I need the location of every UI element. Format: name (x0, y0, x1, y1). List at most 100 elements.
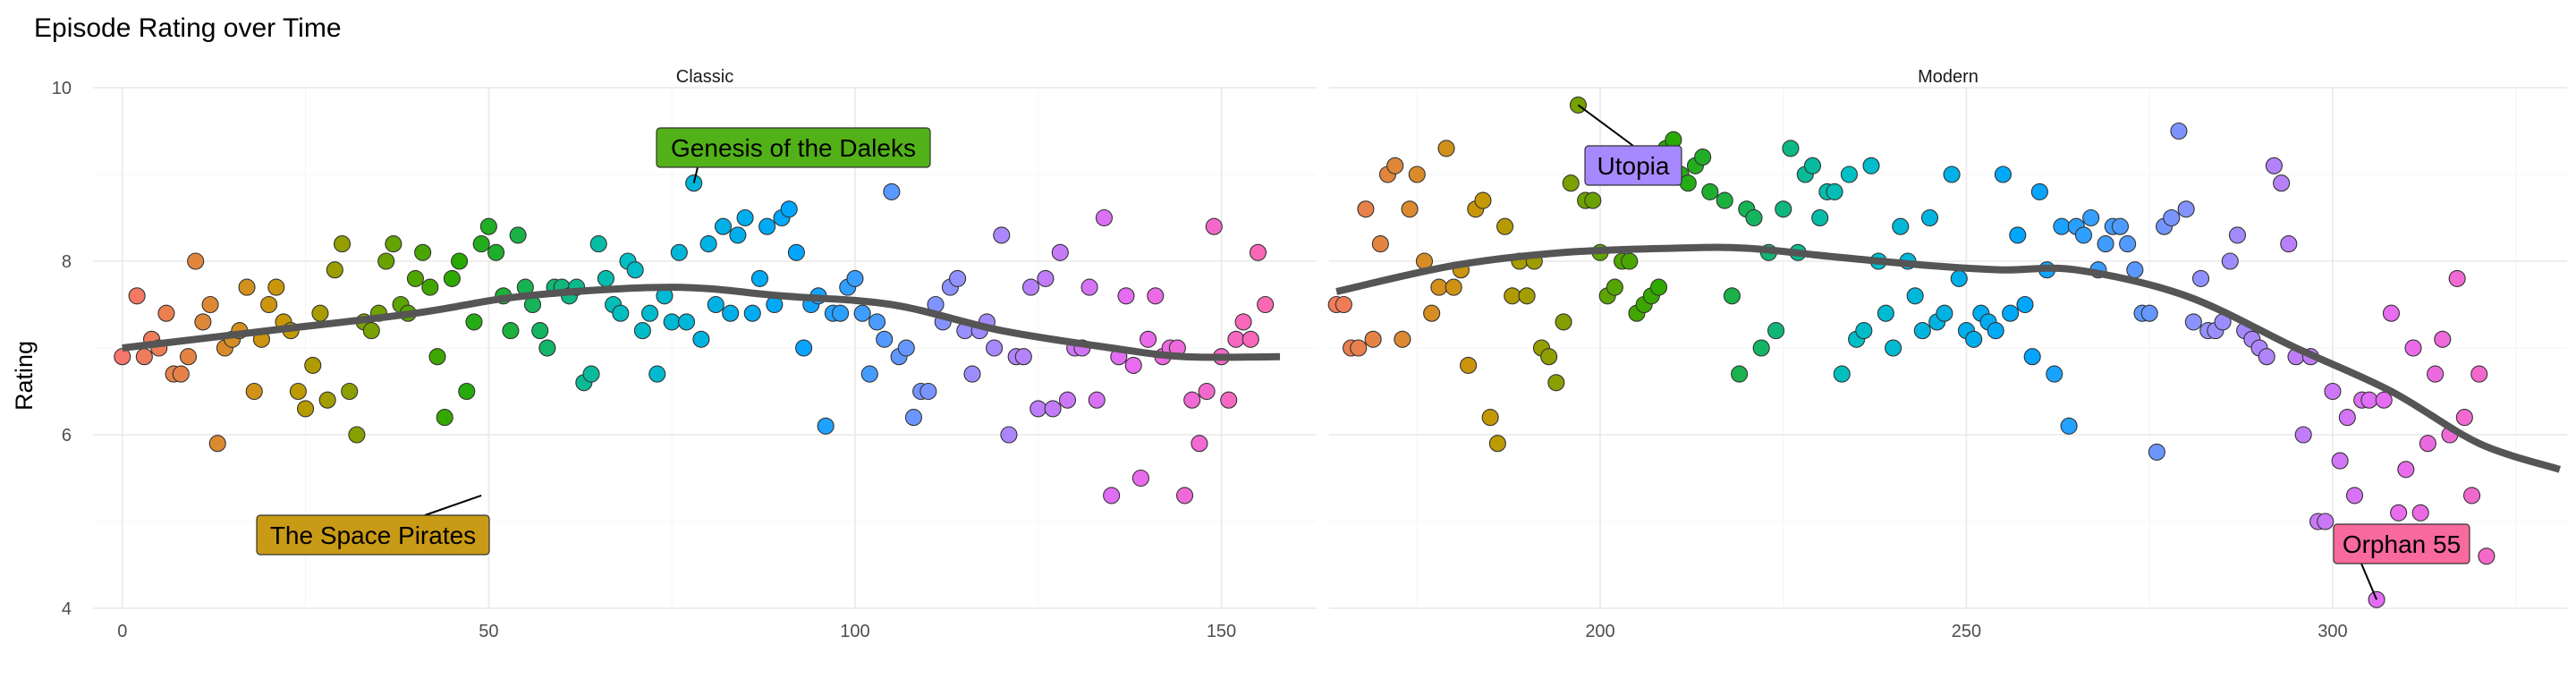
data-point (341, 382, 359, 401)
data-point (2074, 226, 2093, 244)
data-point (2470, 365, 2488, 383)
data-point (1833, 365, 1851, 383)
data-point (1371, 235, 1389, 253)
data-point (1906, 287, 1924, 305)
x-tick-label: 200 (1585, 622, 1614, 641)
annotation-label-box (2333, 523, 2470, 564)
data-point (2280, 235, 2298, 253)
data-point (626, 261, 644, 279)
data-point (479, 217, 497, 235)
data-point (2184, 313, 2202, 331)
data-point (2455, 409, 2473, 427)
annotation-leader-line (424, 494, 482, 516)
data-point (2397, 461, 2415, 479)
data-point (348, 426, 366, 444)
data-point (729, 226, 747, 244)
data-point (722, 304, 740, 322)
data-point (458, 382, 476, 401)
data-point (172, 365, 190, 383)
data-point (2404, 339, 2422, 357)
data-point (949, 269, 967, 287)
data-point (2434, 330, 2452, 348)
data-point (1183, 391, 1201, 409)
data-point (2140, 304, 2158, 322)
data-point (297, 400, 315, 418)
x-tick-label: 300 (2318, 622, 2347, 641)
data-point (326, 261, 343, 279)
data-point (1117, 287, 1135, 305)
data-point (663, 313, 681, 331)
data-point (2338, 409, 2356, 427)
data-point (1000, 426, 1018, 444)
data-point (2170, 122, 2188, 140)
data-point (853, 304, 871, 322)
data-point (1423, 304, 1441, 322)
data-point (1147, 287, 1165, 305)
data-point (612, 304, 630, 322)
data-point (2228, 226, 2247, 244)
data-point (179, 348, 198, 366)
data-point (1840, 165, 1858, 183)
annotation-label: Utopia (1597, 152, 1670, 180)
data-point (1205, 217, 1223, 235)
data-point (1386, 157, 1404, 174)
data-point (1364, 330, 1382, 348)
data-point (641, 304, 659, 322)
data-point (333, 235, 352, 253)
data-point (1767, 322, 1785, 340)
data-point (2023, 348, 2041, 366)
data-point (128, 287, 146, 305)
data-point (1474, 191, 1492, 209)
data-point (633, 322, 651, 340)
data-point (2126, 261, 2144, 279)
x-tick-label: 50 (479, 622, 498, 641)
data-point (1826, 182, 1843, 200)
data-point (451, 252, 469, 270)
data-point (1936, 304, 1953, 322)
data-point (1408, 165, 1426, 183)
facet-strip-label: Classic (676, 67, 733, 87)
data-point (260, 295, 278, 314)
annotation-label: The Space Pirates (270, 522, 476, 549)
data-point (443, 269, 461, 287)
data-point (1176, 487, 1194, 505)
data-point (2331, 452, 2349, 470)
data-point (2097, 235, 2114, 253)
y-tick-label: 8 (62, 252, 72, 272)
data-point (2002, 304, 2020, 322)
data-point (1518, 287, 1536, 305)
data-point (2119, 235, 2137, 253)
x-tick-label: 150 (1207, 622, 1236, 641)
data-point (2294, 426, 2312, 444)
annotation-label-box (256, 514, 490, 556)
data-point (2427, 365, 2445, 383)
data-point (1701, 182, 1719, 200)
data-point (1803, 157, 1822, 174)
data-point (194, 313, 212, 331)
data-point (582, 365, 600, 383)
data-point (876, 330, 894, 348)
data-point (1058, 391, 1077, 409)
annotation-label: Orphan 55 (2343, 530, 2461, 558)
data-point (677, 313, 696, 331)
data-point (1943, 165, 1961, 183)
annotation-label-box (1584, 145, 1682, 186)
data-point (311, 304, 329, 322)
data-point (2317, 513, 2334, 530)
data-point (714, 217, 733, 235)
x-tick-label: 100 (840, 622, 869, 641)
data-point (1014, 348, 1032, 366)
data-point (919, 382, 937, 401)
data-point (201, 295, 219, 314)
data-point (1621, 252, 1639, 270)
data-point (208, 435, 226, 453)
data-point (897, 339, 915, 357)
data-point (1892, 217, 1910, 235)
data-point (2265, 157, 2283, 174)
data-point (1140, 330, 1157, 348)
data-point (135, 348, 153, 366)
data-point (421, 278, 439, 296)
smooth-trend-line (1335, 243, 2562, 473)
data-point (1488, 435, 1506, 453)
